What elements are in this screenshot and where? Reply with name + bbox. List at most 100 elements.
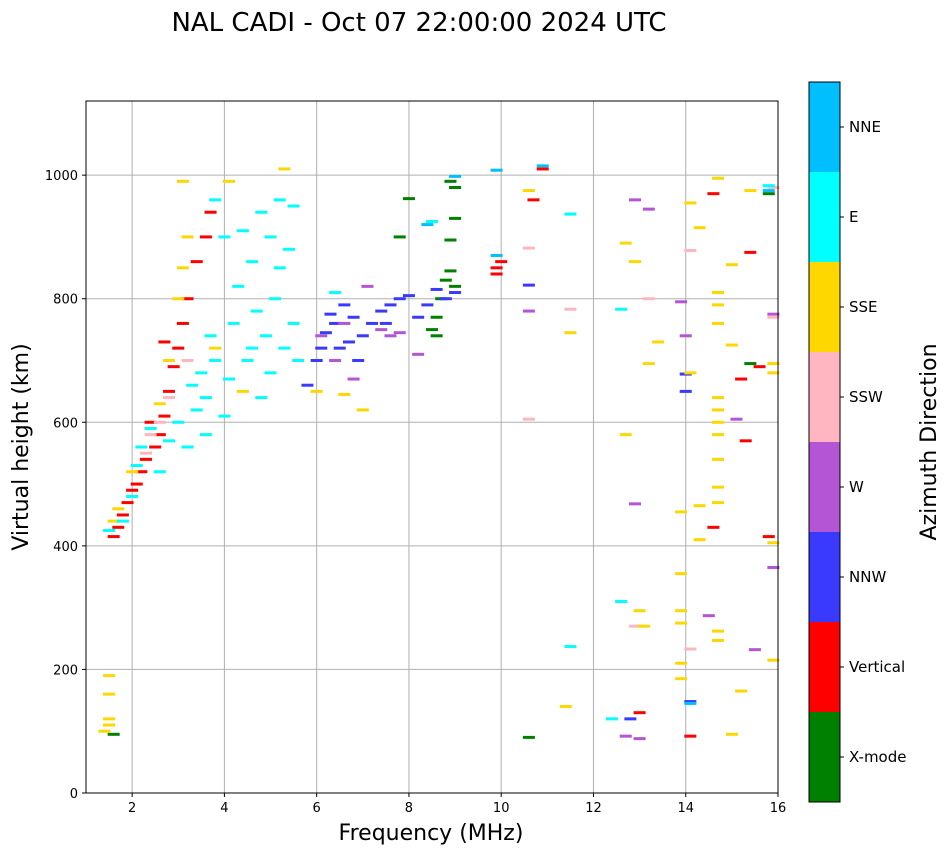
data-point-e	[292, 359, 305, 362]
data-point-sse	[310, 389, 323, 393]
data-point-x-mode	[449, 186, 462, 189]
grid	[86, 101, 779, 793]
data-point-x-mode	[744, 362, 757, 366]
data-point-x-mode	[444, 179, 457, 183]
data-point-w	[338, 321, 351, 325]
data-point-e	[329, 291, 342, 295]
data-point-vertical	[707, 525, 720, 529]
data-point-vertical	[144, 420, 157, 424]
data-point-x-mode	[444, 238, 457, 242]
data-point-sse	[767, 658, 780, 662]
data-point-vertical	[112, 525, 125, 529]
data-point-sse	[725, 263, 738, 267]
data-point-sse	[181, 235, 194, 239]
data-point-vertical	[495, 260, 508, 264]
data-point-vertical	[181, 297, 194, 301]
data-point-sse	[675, 572, 688, 576]
data-point-sse	[103, 692, 116, 696]
data-point-vertical	[158, 414, 171, 418]
data-point-sse	[712, 638, 725, 642]
data-point-vertical	[126, 488, 139, 492]
data-point-sse	[712, 485, 725, 489]
data-point-nnw	[449, 291, 462, 295]
data-point-sse	[112, 507, 125, 511]
data-point-e	[236, 229, 249, 233]
data-point-sse	[103, 723, 116, 727]
data-point-sse	[712, 457, 725, 461]
data-point-w	[384, 334, 397, 338]
data-point-w	[730, 417, 743, 421]
data-point-sse	[522, 189, 535, 193]
data-point-w	[767, 565, 780, 569]
data-point-e	[241, 359, 254, 362]
data-point-e	[227, 321, 240, 325]
data-point-e	[282, 247, 295, 251]
data-point-vertical	[753, 365, 766, 369]
data-point-sse	[712, 501, 725, 505]
data-point-e	[186, 383, 199, 387]
data-point-x-mode	[522, 735, 535, 739]
data-point-e	[564, 212, 577, 216]
y-tick-label: 400	[53, 540, 78, 555]
data-point-vertical	[633, 711, 646, 715]
data-point-vertical	[149, 445, 162, 449]
data-point-vertical	[121, 501, 134, 505]
data-point-sse	[712, 629, 725, 633]
data-point-sse	[712, 303, 725, 307]
data-point-vertical	[153, 433, 166, 437]
data-point-vertical	[744, 250, 757, 254]
data-point-e	[259, 334, 272, 338]
data-point-sse	[223, 179, 236, 183]
data-point-ssw	[522, 246, 535, 250]
data-point-sse	[98, 729, 111, 733]
data-point-e	[204, 334, 217, 338]
data-point-vertical	[190, 260, 203, 264]
data-point-w	[375, 328, 388, 332]
chart-title: NAL CADI - Oct 07 22:00:00 2024 UTC	[171, 8, 666, 38]
data-point-vertical	[176, 321, 189, 325]
data-point-nnw	[338, 303, 351, 307]
data-point-sse	[744, 189, 757, 193]
data-point-nnw	[356, 334, 369, 338]
data-point-w	[628, 502, 641, 506]
data-point-w	[347, 377, 360, 381]
data-point-vertical	[707, 192, 720, 196]
data-point-nnw	[430, 287, 443, 291]
data-point-e	[264, 371, 277, 375]
data-point-nnw	[421, 303, 434, 307]
data-point-e	[144, 426, 157, 430]
data-point-e	[153, 470, 166, 474]
data-point-sse	[712, 291, 725, 295]
data-point-sse	[103, 717, 116, 721]
data-point-w	[633, 737, 646, 741]
data-point-nnw	[379, 321, 392, 325]
data-point-e	[190, 408, 203, 412]
plot-frame	[85, 100, 779, 794]
data-point-e	[126, 494, 139, 498]
data-point-nnw	[684, 700, 697, 704]
data-point-e	[223, 377, 236, 381]
data-point-sse	[712, 176, 725, 180]
data-point-ssw	[684, 647, 697, 651]
data-point-nnw	[329, 321, 342, 325]
data-point-w	[361, 284, 374, 288]
data-point-ssw	[139, 451, 152, 455]
data-point-e	[564, 645, 577, 649]
data-point-vertical	[199, 235, 212, 239]
colorbar-swatch	[809, 712, 840, 802]
data-point-sse	[278, 167, 291, 171]
data-point-x-mode	[430, 315, 443, 319]
data-point-x-mode	[449, 284, 462, 288]
data-point-e	[273, 266, 286, 270]
data-point-nne	[762, 189, 775, 193]
data-point-nnw	[402, 294, 415, 298]
data-point-e	[195, 371, 208, 375]
data-point-vertical	[204, 210, 217, 214]
data-point-sse	[209, 346, 222, 350]
data-point-e	[246, 260, 259, 264]
x-tick-label: 4	[220, 801, 228, 816]
data-point-w	[679, 334, 692, 338]
y-tick-label: 0	[70, 787, 78, 802]
data-point-vertical	[135, 470, 148, 474]
data-point-sse	[236, 389, 249, 393]
